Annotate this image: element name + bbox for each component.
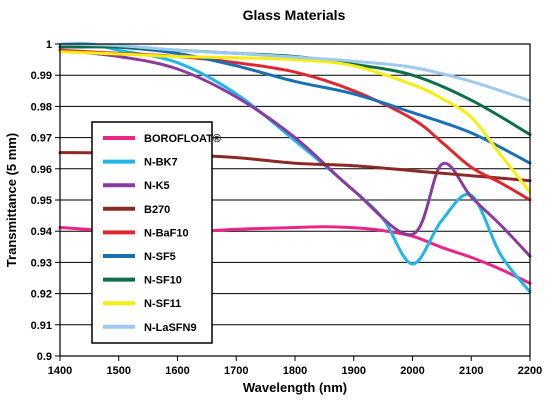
y-tick-label: 0.97 bbox=[31, 133, 52, 145]
y-tick-label: 0.98 bbox=[31, 101, 52, 113]
legend: BOROFLOAT® N-BK7 N-K5 B270 N-BaF10 N-SF5 N-SF1… bbox=[91, 121, 221, 344]
y-tick-label: 0.9 bbox=[37, 351, 52, 363]
y-tick-label: 0.99 bbox=[31, 70, 52, 82]
series-lines bbox=[58, 42, 532, 294]
x-tick-label: 2200 bbox=[518, 365, 542, 377]
y-tick-label: 0.93 bbox=[31, 257, 52, 269]
x-tick-label: 1400 bbox=[48, 365, 72, 377]
x-tick-label: 1800 bbox=[283, 365, 307, 377]
legend-label-n-sf10: N-SF10 bbox=[144, 275, 182, 287]
legend-label-n-sf11: N-SF11 bbox=[144, 298, 181, 310]
legend-label-n-bk7: N-BK7 bbox=[144, 157, 178, 169]
x-axis-label: Wavelength (nm) bbox=[243, 380, 347, 395]
series-line-n-lasfn9 bbox=[58, 42, 532, 103]
x-tick-label: 1900 bbox=[342, 365, 366, 377]
x-axis-ticks: 1400 1500 1600 1700 1800 1900 2000 2100 2200 bbox=[48, 356, 542, 377]
legend-label-n-sf5: N-SF5 bbox=[144, 251, 176, 263]
x-tick-label: 1500 bbox=[107, 365, 131, 377]
x-tick-label: 1700 bbox=[224, 365, 248, 377]
legend-label-n-lasfn9: N-LaSFN9 bbox=[144, 322, 197, 334]
legend-label-n-k5: N-K5 bbox=[144, 180, 170, 192]
series-line-n-k5 bbox=[58, 48, 532, 258]
x-tick-label: 1600 bbox=[165, 365, 189, 377]
chart-title: Glass Materials bbox=[243, 7, 346, 23]
legend-label-n-baf10: N-BaF10 bbox=[144, 227, 189, 239]
y-tick-label: 1 bbox=[46, 39, 52, 51]
y-tick-label: 0.94 bbox=[31, 226, 53, 238]
y-tick-label: 0.92 bbox=[31, 289, 52, 301]
legend-label-borofloat: BOROFLOAT® bbox=[144, 133, 221, 145]
y-tick-label: 0.96 bbox=[31, 164, 52, 176]
series-line-n-sf11 bbox=[58, 50, 532, 194]
y-tick-label: 0.91 bbox=[31, 320, 52, 332]
y-axis-label: Transmittance (5 mm) bbox=[4, 133, 19, 267]
x-tick-label: 2000 bbox=[400, 365, 424, 377]
y-tick-label: 0.95 bbox=[31, 195, 52, 207]
legend-label-b270: B270 bbox=[144, 204, 170, 216]
y-axis-ticks: 0.9 0.91 0.92 0.93 0.94 0.95 0.96 0.97 0.98 0.99 1 bbox=[31, 39, 60, 363]
x-tick-label: 2100 bbox=[459, 365, 483, 377]
